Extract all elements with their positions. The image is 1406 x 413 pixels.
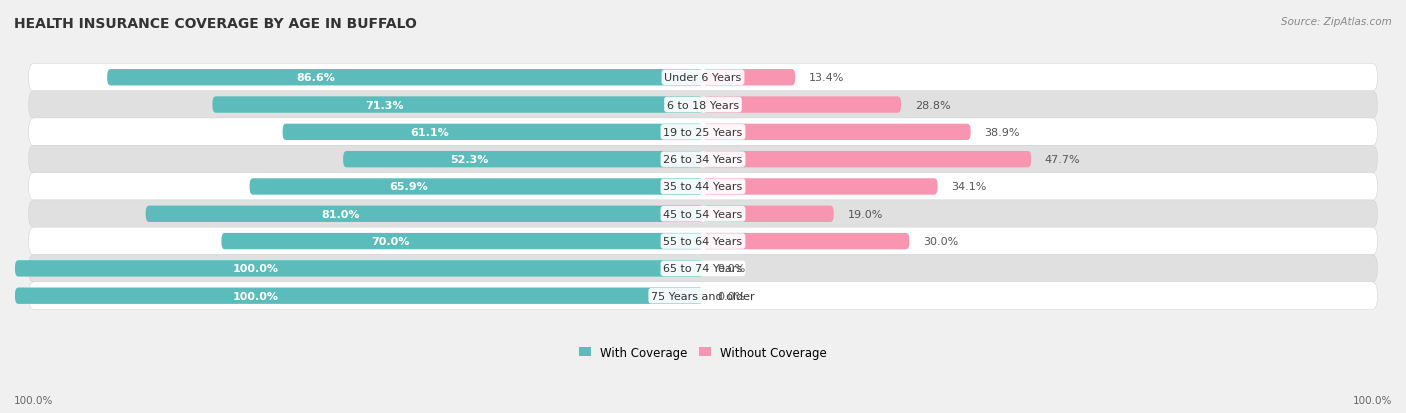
Text: 75 Years and older: 75 Years and older — [651, 291, 755, 301]
FancyBboxPatch shape — [703, 152, 1031, 168]
Text: 100.0%: 100.0% — [233, 264, 278, 274]
FancyBboxPatch shape — [703, 206, 834, 223]
Text: 38.9%: 38.9% — [984, 128, 1019, 138]
FancyBboxPatch shape — [221, 233, 703, 250]
Text: 61.1%: 61.1% — [411, 128, 449, 138]
Text: 34.1%: 34.1% — [952, 182, 987, 192]
Text: 55 to 64 Years: 55 to 64 Years — [664, 237, 742, 247]
Text: 19 to 25 Years: 19 to 25 Years — [664, 128, 742, 138]
Text: 30.0%: 30.0% — [924, 237, 959, 247]
Text: 81.0%: 81.0% — [322, 209, 360, 219]
Text: 70.0%: 70.0% — [371, 237, 409, 247]
Text: 100.0%: 100.0% — [233, 291, 278, 301]
FancyBboxPatch shape — [28, 228, 1378, 255]
Text: 19.0%: 19.0% — [848, 209, 883, 219]
Text: 86.6%: 86.6% — [297, 73, 335, 83]
Text: 0.0%: 0.0% — [717, 291, 745, 301]
FancyBboxPatch shape — [15, 261, 703, 277]
Text: 45 to 54 Years: 45 to 54 Years — [664, 209, 742, 219]
FancyBboxPatch shape — [28, 91, 1378, 119]
Text: 35 to 44 Years: 35 to 44 Years — [664, 182, 742, 192]
Text: 100.0%: 100.0% — [14, 395, 53, 405]
FancyBboxPatch shape — [250, 179, 703, 195]
Text: 13.4%: 13.4% — [808, 73, 845, 83]
Text: 0.0%: 0.0% — [717, 264, 745, 274]
FancyBboxPatch shape — [28, 255, 1378, 282]
FancyBboxPatch shape — [703, 179, 938, 195]
Text: Source: ZipAtlas.com: Source: ZipAtlas.com — [1281, 17, 1392, 26]
FancyBboxPatch shape — [703, 124, 970, 141]
FancyBboxPatch shape — [343, 152, 703, 168]
FancyBboxPatch shape — [28, 173, 1378, 201]
Text: 100.0%: 100.0% — [1353, 395, 1392, 405]
Text: 52.3%: 52.3% — [450, 155, 488, 165]
FancyBboxPatch shape — [703, 97, 901, 114]
FancyBboxPatch shape — [28, 146, 1378, 174]
Text: Under 6 Years: Under 6 Years — [665, 73, 741, 83]
FancyBboxPatch shape — [283, 124, 703, 141]
FancyBboxPatch shape — [107, 70, 703, 86]
FancyBboxPatch shape — [146, 206, 703, 223]
Text: 65.9%: 65.9% — [389, 182, 427, 192]
FancyBboxPatch shape — [28, 64, 1378, 92]
Text: 28.8%: 28.8% — [915, 100, 950, 110]
Legend: With Coverage, Without Coverage: With Coverage, Without Coverage — [579, 346, 827, 359]
FancyBboxPatch shape — [28, 282, 1378, 310]
FancyBboxPatch shape — [703, 233, 910, 250]
Text: 47.7%: 47.7% — [1045, 155, 1081, 165]
Text: 6 to 18 Years: 6 to 18 Years — [666, 100, 740, 110]
Text: 26 to 34 Years: 26 to 34 Years — [664, 155, 742, 165]
FancyBboxPatch shape — [15, 288, 703, 304]
FancyBboxPatch shape — [703, 70, 796, 86]
Text: 71.3%: 71.3% — [366, 100, 404, 110]
FancyBboxPatch shape — [28, 200, 1378, 228]
FancyBboxPatch shape — [212, 97, 703, 114]
FancyBboxPatch shape — [28, 119, 1378, 147]
Text: 65 to 74 Years: 65 to 74 Years — [664, 264, 742, 274]
Text: HEALTH INSURANCE COVERAGE BY AGE IN BUFFALO: HEALTH INSURANCE COVERAGE BY AGE IN BUFF… — [14, 17, 418, 31]
